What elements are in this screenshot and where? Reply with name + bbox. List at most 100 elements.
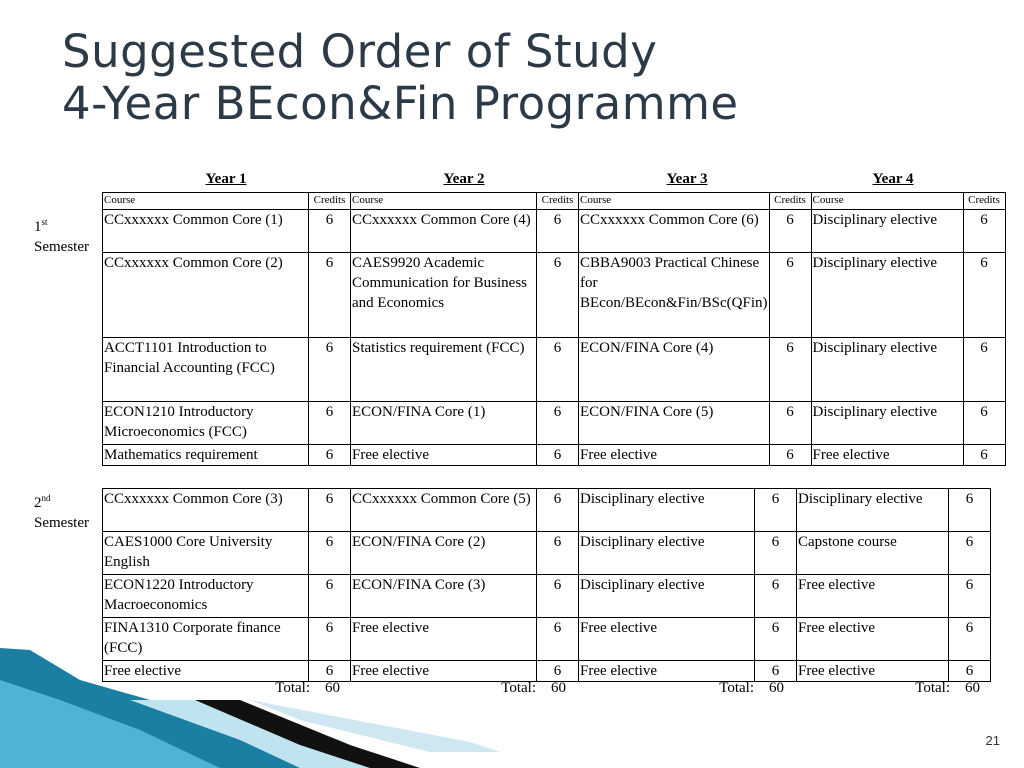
credits-cell: 6 xyxy=(962,209,1006,253)
semester-2-word: Semester xyxy=(34,515,89,531)
credits-cell: 6 xyxy=(536,617,579,661)
course-cell: Free elective xyxy=(578,660,755,682)
credits-cell: 6 xyxy=(536,337,579,402)
year-4-total-label: Total: xyxy=(915,680,950,696)
course-header: Course xyxy=(578,192,770,210)
credits-cell: 6 xyxy=(308,401,351,445)
credits-cell: 6 xyxy=(768,209,812,253)
credits-cell: 6 xyxy=(536,574,579,618)
course-cell: CCxxxxxx Common Core (4) xyxy=(350,209,537,253)
credits-cell: 6 xyxy=(536,401,579,445)
course-cell: Free elective xyxy=(796,660,949,682)
credits-cell: 6 xyxy=(768,444,812,466)
course-cell: Free elective xyxy=(796,574,949,618)
year-1-total-value: 60 xyxy=(325,680,340,696)
course-cell: CAES1000 Core University English xyxy=(102,531,309,575)
credits-cell: 6 xyxy=(962,401,1006,445)
course-cell: ECON1220 Introductory Macroeconomics xyxy=(102,574,309,618)
year-3-total-value: 60 xyxy=(769,680,784,696)
course-cell: ECON/FINA Core (5) xyxy=(578,401,770,445)
credits-cell: 6 xyxy=(308,574,351,618)
course-cell: Disciplinary elective xyxy=(810,337,964,402)
credits-header: Credits xyxy=(768,192,812,210)
credits-cell: 6 xyxy=(962,337,1006,402)
credits-cell: 6 xyxy=(754,617,797,661)
course-cell: CCxxxxxx Common Core (2) xyxy=(102,252,309,338)
credits-cell: 6 xyxy=(948,488,991,532)
slide-title: Suggested Order of Study 4-Year BEcon&Fi… xyxy=(62,26,1002,130)
course-cell: Free elective xyxy=(350,444,537,466)
semester-2-label: 2nd Semester xyxy=(34,488,89,533)
credits-header: Credits xyxy=(308,192,351,210)
title-line-1: Suggested Order of Study xyxy=(62,25,658,78)
credits-cell: 6 xyxy=(754,531,797,575)
course-cell: CBBA9003 Practical Chinese for BEcon/BEc… xyxy=(578,252,770,338)
course-cell: Free elective xyxy=(578,444,770,466)
table-row: CCxxxxxx Common Core (2) 6 CAES9920 Academ… xyxy=(102,252,1006,338)
course-cell: Mathematics requirement xyxy=(102,444,309,466)
table-row: ECON1210 Introductory Microeconomics (FC… xyxy=(102,401,1006,445)
credits-cell: 6 xyxy=(308,209,351,253)
year-4-total-value: 60 xyxy=(965,680,980,696)
course-cell: Free elective xyxy=(350,617,537,661)
course-cell: CCxxxxxx Common Core (5) xyxy=(350,488,537,532)
semester-1-label: 1st Semester xyxy=(34,212,89,257)
course-cell: ECON/FINA Core (4) xyxy=(578,337,770,402)
course-cell: Free elective xyxy=(102,660,309,682)
table-row: ECON1220 Introductory Macroeconomics 6 ECO… xyxy=(102,574,991,618)
credits-cell: 6 xyxy=(308,660,351,682)
course-cell: Disciplinary elective xyxy=(578,574,755,618)
year-4-header: Year 4 xyxy=(872,171,914,187)
credits-cell: 6 xyxy=(754,574,797,618)
table-row: Mathematics requirement 6 Free elective 6 Fr… xyxy=(102,444,1006,466)
credits-cell: 6 xyxy=(768,337,812,402)
page-number: 21 xyxy=(985,733,1000,748)
credits-cell: 6 xyxy=(536,488,579,532)
course-cell: Disciplinary elective xyxy=(810,401,964,445)
credits-cell: 6 xyxy=(308,444,351,466)
course-cell: Free elective xyxy=(350,660,537,682)
course-cell: ECON1210 Introductory Microeconomics (FC… xyxy=(102,401,309,445)
title-line-2: 4-Year BEcon&Fin Programme xyxy=(62,77,739,130)
table-row: CCxxxxxx Common Core (1) 6 CCxxxxxx Common… xyxy=(102,209,1006,253)
course-cell: Statistics requirement (FCC) xyxy=(350,337,537,402)
credits-cell: 6 xyxy=(536,531,579,575)
course-header: Course xyxy=(350,192,537,210)
semester-1-suffix: st xyxy=(41,217,48,227)
credits-cell: 6 xyxy=(948,660,991,682)
semester-2-number: 2 xyxy=(34,495,42,511)
credits-cell: 6 xyxy=(754,660,797,682)
credits-cell: 6 xyxy=(962,252,1006,338)
course-cell: Free elective xyxy=(578,617,755,661)
table-header-row: Course Credits Course Credits Course Cre… xyxy=(102,192,1006,210)
credits-cell: 6 xyxy=(948,574,991,618)
credits-cell: 6 xyxy=(962,444,1006,466)
year-2-total-label: Total: xyxy=(501,680,536,696)
year-2-total-value: 60 xyxy=(551,680,566,696)
table-row: CAES1000 Core University English 6 ECON/FI… xyxy=(102,531,991,575)
course-cell: Disciplinary elective xyxy=(810,252,964,338)
credits-cell: 6 xyxy=(768,401,812,445)
credits-cell: 6 xyxy=(768,252,812,338)
credits-cell: 6 xyxy=(308,531,351,575)
year-1-total-label: Total: xyxy=(275,680,310,696)
credits-cell: 6 xyxy=(948,531,991,575)
semester-2-suffix: nd xyxy=(41,493,51,503)
course-cell: CCxxxxxx Common Core (3) xyxy=(102,488,309,532)
credits-cell: 6 xyxy=(308,488,351,532)
year-3-total-label: Total: xyxy=(719,680,754,696)
course-cell: Disciplinary elective xyxy=(796,488,949,532)
credits-cell: 6 xyxy=(536,209,579,253)
course-cell: ECON/FINA Core (2) xyxy=(350,531,537,575)
credits-header: Credits xyxy=(536,192,579,210)
credits-cell: 6 xyxy=(536,660,579,682)
course-cell: Free elective xyxy=(796,617,949,661)
table-row: ACCT1101 Introduction to Financial Accou… xyxy=(102,337,1006,402)
course-header: Course xyxy=(810,192,964,210)
year-1-header: Year 1 xyxy=(205,171,247,187)
credits-cell: 6 xyxy=(754,488,797,532)
course-cell: CCxxxxxx Common Core (1) xyxy=(102,209,309,253)
credits-cell: 6 xyxy=(308,617,351,661)
year-3-header: Year 3 xyxy=(666,171,708,187)
